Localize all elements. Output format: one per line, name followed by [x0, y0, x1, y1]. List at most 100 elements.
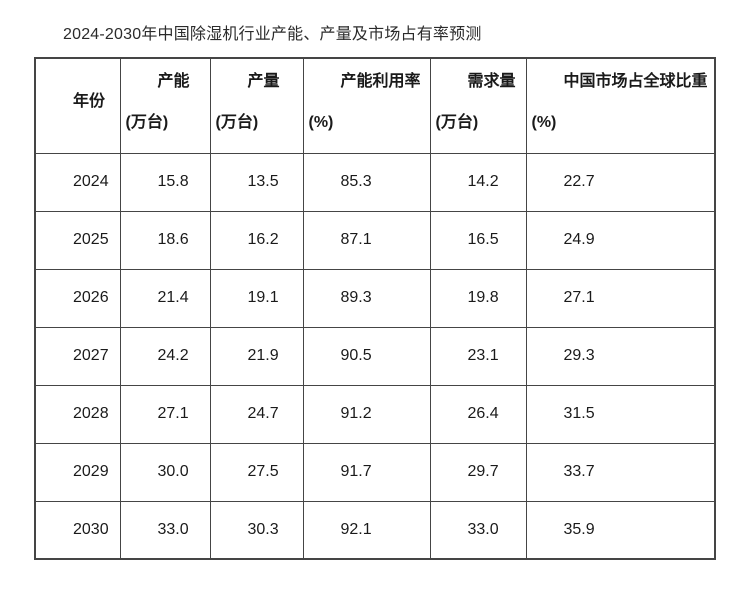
col-header-global-share: 中国市场占全球比重 (%) — [525, 57, 716, 154]
table-row: 2024 15.8 13.5 85.3 14.2 22.7 — [34, 152, 716, 212]
cell-text: 2026 — [73, 289, 109, 306]
value-cell: 33.7 — [525, 442, 716, 502]
value-cell: 89.3 — [302, 268, 431, 328]
table-header: 年份 产能 (万台) 产量 (万台) 产能利用率 (%) 需求量 (万台) — [34, 57, 716, 154]
value-cell: 27.5 — [209, 442, 304, 502]
year-cell: 2028 — [34, 384, 121, 444]
cell-text: 18.6 — [157, 231, 189, 248]
cell-text: 16.2 — [247, 231, 279, 248]
value-cell: 24.9 — [525, 210, 716, 270]
cell-text: 16.5 — [467, 231, 499, 248]
value-cell: 33.0 — [119, 500, 211, 560]
cell-text: 92.1 — [340, 520, 372, 538]
header-row: 年份 产能 (万台) 产量 (万台) 产能利用率 (%) 需求量 (万台) — [34, 57, 716, 154]
value-cell: 91.2 — [302, 384, 431, 444]
col-header-unit: (%) — [308, 113, 334, 131]
col-header-label: 产量 — [247, 72, 280, 90]
cell-text: 85.3 — [340, 173, 372, 190]
cell-text: 30.0 — [157, 463, 189, 480]
year-cell: 2030 — [34, 500, 121, 560]
cell-text: 91.7 — [340, 463, 372, 480]
cell-text: 89.3 — [340, 289, 372, 306]
value-cell: 90.5 — [302, 326, 431, 386]
cell-text: 24.9 — [563, 231, 595, 248]
value-cell: 19.8 — [429, 268, 527, 328]
col-header-output: 产量 (万台) — [209, 57, 304, 154]
table-row: 2029 30.0 27.5 91.7 29.7 33.7 — [34, 442, 716, 502]
cell-text: 13.5 — [247, 173, 279, 190]
cell-text: 27.1 — [157, 405, 189, 422]
year-cell: 2029 — [34, 442, 121, 502]
col-header-label: 需求量 — [467, 72, 516, 90]
cell-text: 2027 — [73, 347, 109, 364]
year-cell: 2024 — [34, 152, 121, 212]
cell-text: 23.1 — [467, 347, 499, 364]
value-cell: 21.4 — [119, 268, 211, 328]
col-header-unit: (万台) — [215, 113, 259, 131]
value-cell: 91.7 — [302, 442, 431, 502]
value-cell: 24.2 — [119, 326, 211, 386]
value-cell: 35.9 — [525, 500, 716, 560]
cell-text: 2025 — [73, 231, 109, 248]
table-row: 2025 18.6 16.2 87.1 16.5 24.9 — [34, 210, 716, 270]
value-cell: 22.7 — [525, 152, 716, 212]
cell-text: 19.1 — [247, 289, 279, 306]
cell-text: 26.4 — [467, 405, 499, 422]
cell-text: 30.3 — [247, 520, 279, 538]
cell-text: 29.7 — [467, 463, 499, 480]
cell-text: 21.9 — [247, 347, 279, 364]
col-header-label: 产能 — [157, 72, 190, 90]
year-cell: 2025 — [34, 210, 121, 270]
cell-text: 31.5 — [563, 405, 595, 422]
table-row: 2026 21.4 19.1 89.3 19.8 27.1 — [34, 268, 716, 328]
cell-text: 14.2 — [467, 173, 499, 190]
cell-text: 22.7 — [563, 173, 595, 190]
value-cell: 27.1 — [525, 268, 716, 328]
col-header-capacity: 产能 (万台) — [119, 57, 211, 154]
cell-text: 2029 — [73, 463, 109, 480]
value-cell: 18.6 — [119, 210, 211, 270]
value-cell: 85.3 — [302, 152, 431, 212]
cell-text: 24.2 — [157, 347, 189, 364]
value-cell: 29.3 — [525, 326, 716, 386]
value-cell: 87.1 — [302, 210, 431, 270]
cell-text: 87.1 — [340, 231, 372, 248]
cell-text: 33.0 — [467, 520, 499, 538]
value-cell: 21.9 — [209, 326, 304, 386]
table-row: 2028 27.1 24.7 91.2 26.4 31.5 — [34, 384, 716, 444]
table-row: 2027 24.2 21.9 90.5 23.1 29.3 — [34, 326, 716, 386]
cell-text: 29.3 — [563, 347, 595, 364]
col-header-year: 年份 — [34, 57, 121, 154]
value-cell: 26.4 — [429, 384, 527, 444]
cell-text: 27.1 — [563, 289, 595, 306]
cell-text: 2024 — [73, 173, 109, 190]
cell-text: 90.5 — [340, 347, 372, 364]
cell-text: 33.7 — [563, 463, 595, 480]
value-cell: 31.5 — [525, 384, 716, 444]
table-body: 2024 15.8 13.5 85.3 14.2 22.7 2025 18.6 16.2 87.1… — [34, 152, 716, 560]
col-header-label: 产能利用率 — [340, 72, 421, 90]
col-header-label: 中国市场占全球比重 — [563, 72, 708, 90]
value-cell: 13.5 — [209, 152, 304, 212]
value-cell: 29.7 — [429, 442, 527, 502]
col-header-utilization: 产能利用率 (%) — [302, 57, 431, 154]
value-cell: 23.1 — [429, 326, 527, 386]
cell-text: 27.5 — [247, 463, 279, 480]
value-cell: 33.0 — [429, 500, 527, 560]
col-header-label: 年份 — [73, 93, 106, 111]
col-header-unit: (万台) — [435, 113, 479, 131]
cell-text: 2030 — [73, 520, 109, 538]
col-header-demand: 需求量 (万台) — [429, 57, 527, 154]
year-cell: 2027 — [34, 326, 121, 386]
cell-text: 19.8 — [467, 289, 499, 306]
value-cell: 14.2 — [429, 152, 527, 212]
cell-text: 91.2 — [340, 405, 372, 422]
forecast-table: 年份 产能 (万台) 产量 (万台) 产能利用率 (%) 需求量 (万台) — [34, 57, 716, 560]
col-header-unit: (万台) — [125, 113, 169, 131]
value-cell: 92.1 — [302, 500, 431, 560]
cell-text: 33.0 — [157, 520, 189, 538]
year-cell: 2026 — [34, 268, 121, 328]
table-title: 2024-2030年中国除湿机行业产能、产量及市场占有率预测 — [63, 26, 482, 43]
cell-text: 15.8 — [157, 173, 189, 190]
value-cell: 19.1 — [209, 268, 304, 328]
